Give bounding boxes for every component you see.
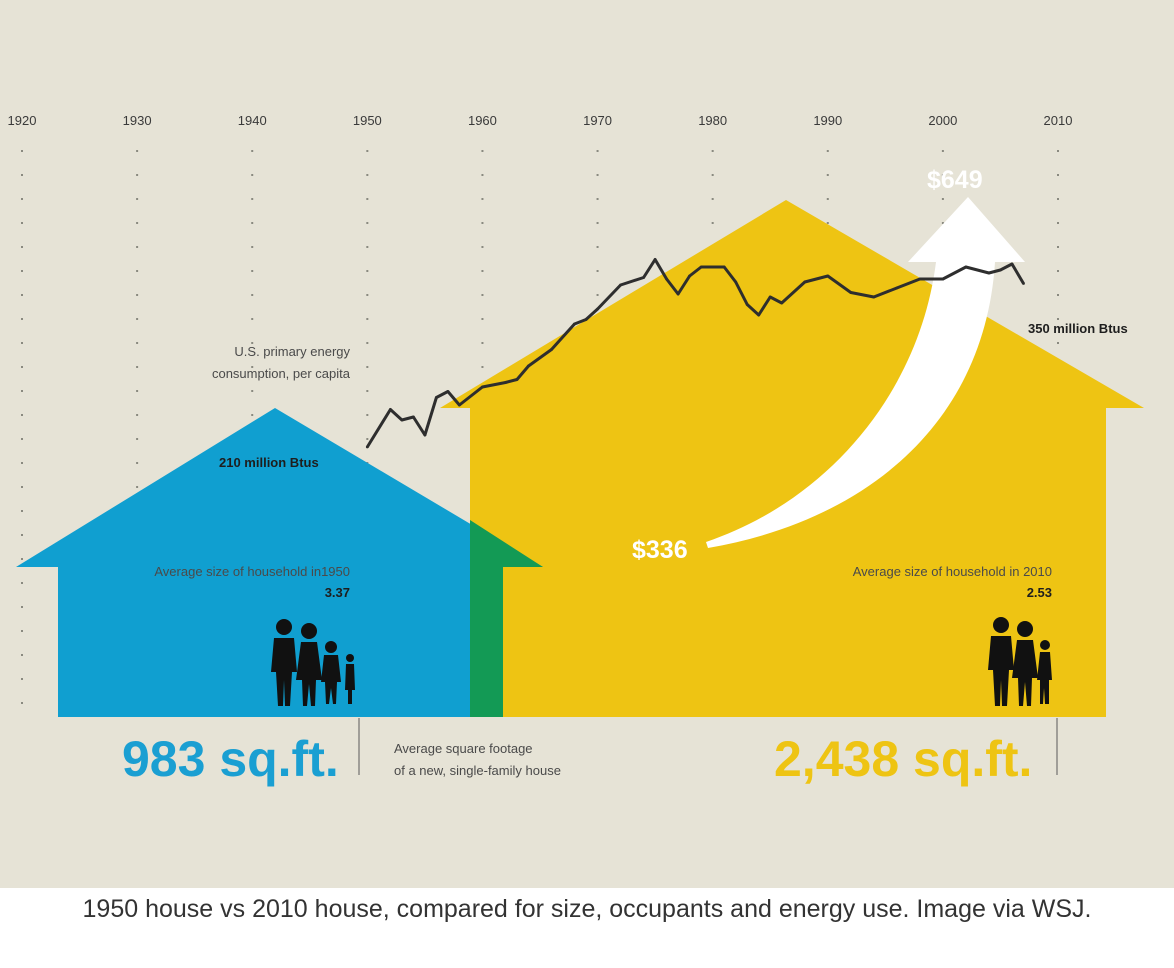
price-end-label: $649 xyxy=(927,166,983,194)
energy-point xyxy=(999,268,1002,272)
energy-label-line1: U.S. primary energy xyxy=(234,344,350,359)
energy-point xyxy=(515,378,519,381)
energy-point xyxy=(941,277,945,281)
energy-point xyxy=(642,276,645,279)
energy-point xyxy=(699,265,703,269)
year-tick-1990: 1990 xyxy=(813,113,842,128)
energy-point xyxy=(1022,282,1025,285)
house-2010 xyxy=(440,200,1144,717)
energy-point xyxy=(987,271,991,275)
energy-point xyxy=(803,280,807,284)
energy-point xyxy=(481,385,484,389)
energy-point xyxy=(550,348,553,351)
energy-point xyxy=(745,303,749,306)
energy-point xyxy=(365,445,369,449)
year-tick-1960: 1960 xyxy=(468,113,497,128)
household-1950-label: Average size of household in1950 xyxy=(154,564,350,579)
year-tick-1970: 1970 xyxy=(583,113,612,128)
sqft-2010: 2,438 sq.ft. xyxy=(774,731,1032,787)
year-tick-2000: 2000 xyxy=(928,113,957,128)
infographic: 1920 1930 1940 1950 1960 1970 1980 1990 2000 2010… xyxy=(0,0,1174,888)
energy-point xyxy=(768,295,772,299)
energy-point xyxy=(389,408,392,411)
energy-point xyxy=(757,313,761,317)
household-1950-value: 3.37 xyxy=(325,585,350,600)
house-1950 xyxy=(16,408,543,717)
household-2010-label: Average size of household in 2010 xyxy=(853,564,1052,579)
year-axis: 1920 1930 1940 1950 1960 1970 1980 1990 2000 2010 xyxy=(8,113,1073,128)
energy-point xyxy=(722,265,726,269)
energy-point xyxy=(412,415,415,419)
image-caption: 1950 house vs 2010 house, compared for s… xyxy=(82,895,1092,923)
house-overlap xyxy=(470,520,543,717)
family-1950-icon xyxy=(271,619,355,706)
chart-canvas: 1920 1930 1940 1950 1960 1970 1980 1990 2000 2010… xyxy=(8,113,1144,787)
end-energy-label: 350 million Btus xyxy=(1028,321,1128,336)
energy-points xyxy=(365,258,1025,449)
energy-point xyxy=(504,381,507,384)
year-tick-1940: 1940 xyxy=(238,113,267,128)
year-tick-2010: 2010 xyxy=(1044,113,1073,128)
energy-point xyxy=(423,433,427,437)
energy-point xyxy=(400,418,404,422)
energy-point xyxy=(964,265,968,269)
household-2010-value: 2.53 xyxy=(1027,585,1052,600)
energy-point xyxy=(780,301,784,305)
sqft-1950: 983 sq.ft. xyxy=(122,731,339,787)
year-tick-1930: 1930 xyxy=(123,113,152,128)
energy-point xyxy=(734,280,738,284)
energy-label-line2: consumption, per capita xyxy=(212,366,351,381)
energy-point xyxy=(458,403,461,407)
energy-point xyxy=(895,286,899,290)
energy-point xyxy=(849,291,853,294)
energy-point xyxy=(665,277,668,281)
year-tick-1920: 1920 xyxy=(8,113,37,128)
energy-point xyxy=(573,322,576,326)
footage-label-line2: of a new, single-family house xyxy=(394,763,561,778)
energy-point xyxy=(619,283,622,287)
energy-point xyxy=(527,364,530,368)
energy-point xyxy=(446,390,450,393)
energy-point xyxy=(688,274,691,278)
start-energy-label: 210 million Btus xyxy=(219,455,319,470)
price-arrow xyxy=(706,197,1025,548)
year-tick-1950: 1950 xyxy=(353,113,382,128)
energy-point xyxy=(872,295,876,299)
energy-point xyxy=(653,258,657,261)
family-2010-icon xyxy=(988,617,1052,706)
energy-point xyxy=(918,277,922,281)
footage-label-line1: Average square footage xyxy=(394,741,533,756)
energy-point xyxy=(584,318,588,321)
energy-point xyxy=(596,307,599,311)
energy-point xyxy=(1010,262,1014,266)
energy-point xyxy=(826,274,830,278)
year-tick-1980: 1980 xyxy=(698,113,727,128)
price-start-label: $336 xyxy=(632,536,688,564)
energy-point xyxy=(435,396,438,399)
energy-point xyxy=(676,292,680,296)
